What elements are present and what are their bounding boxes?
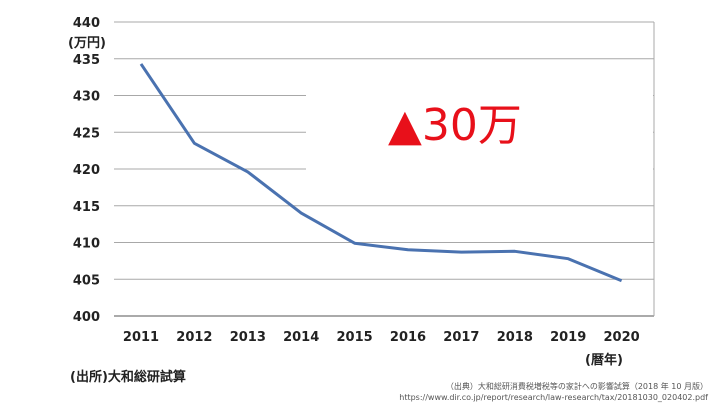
y-tick-label: 425 <box>73 126 100 141</box>
x-tick-label: 2016 <box>390 330 426 345</box>
footnote-source: （出典）大和総研消費税増税等の家計への影響試算（2018 年 10 月版） <box>446 381 708 391</box>
decrease-amount: 30万 <box>422 100 522 151</box>
y-tick-label: 435 <box>73 53 100 68</box>
y-tick-label: 440 <box>73 16 100 31</box>
x-tick-label: 2019 <box>550 330 586 345</box>
footnote-url: https://www.dir.co.jp/report/research/la… <box>399 393 708 402</box>
y-tick-label: 405 <box>73 273 100 288</box>
x-axis-unit-label: (暦年) <box>585 352 623 368</box>
y-tick-label: 430 <box>73 90 100 105</box>
x-tick-label: 2017 <box>443 330 479 345</box>
decrease-triangle-icon: ▲ <box>388 100 422 151</box>
x-axis-ticks: 2011 2012 2013 2014 2015 2016 2017 2018 2019 2020 <box>123 330 640 345</box>
y-axis-ticks: 400 405 410 415 420 425 430 435 440 <box>73 16 100 325</box>
x-tick-label: 2012 <box>176 330 212 345</box>
decrease-annotation: ▲30万 <box>388 100 522 151</box>
y-tick-label: 400 <box>73 310 100 325</box>
y-axis-unit-label: (万円) <box>68 36 106 51</box>
grid-lines <box>114 21 654 317</box>
annotation-background <box>306 68 653 170</box>
y-tick-label: 410 <box>73 237 100 252</box>
x-tick-label: 2018 <box>497 330 533 345</box>
series-line <box>139 63 623 283</box>
y-tick-label: 415 <box>73 200 100 215</box>
y-tick-label: 420 <box>73 163 100 178</box>
x-tick-label: 2015 <box>337 330 373 345</box>
x-tick-label: 2020 <box>604 330 640 345</box>
x-tick-label: 2011 <box>123 330 159 345</box>
x-tick-label: 2014 <box>283 330 319 345</box>
x-tick-label: 2013 <box>230 330 266 345</box>
source-label: (出所)大和総研試算 <box>70 369 186 385</box>
